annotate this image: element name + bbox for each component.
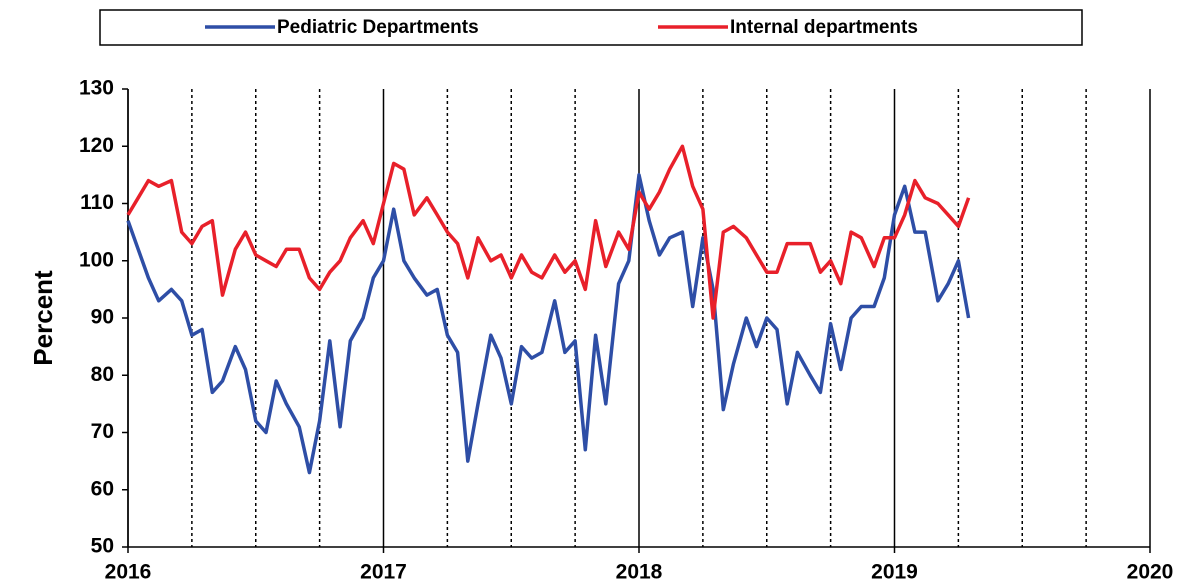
- series-line: [126, 173, 971, 475]
- x-tick-label: 2017: [360, 561, 407, 584]
- y-tick-label: 110: [80, 191, 114, 214]
- y-axis-label: Percent: [28, 270, 58, 366]
- x-tick-label: 2020: [1127, 561, 1174, 584]
- y-tick-label: 130: [79, 77, 114, 100]
- y-tick-label: 70: [91, 420, 114, 443]
- x-tick-label: 2018: [616, 561, 663, 584]
- y-tick-label: 90: [91, 306, 114, 329]
- y-tick-label: 80: [91, 363, 114, 386]
- x-tick-label: 2016: [105, 561, 152, 584]
- legend-label: Internal departments: [730, 17, 918, 38]
- y-tick-label: 120: [79, 134, 114, 157]
- y-tick-label: 50: [91, 535, 114, 558]
- y-tick-label: 60: [91, 477, 114, 500]
- y-tick-label: 100: [79, 248, 114, 271]
- x-tick-label: 2019: [871, 561, 918, 584]
- legend-label: Pediatric Departments: [277, 17, 479, 38]
- series-line: [126, 144, 971, 320]
